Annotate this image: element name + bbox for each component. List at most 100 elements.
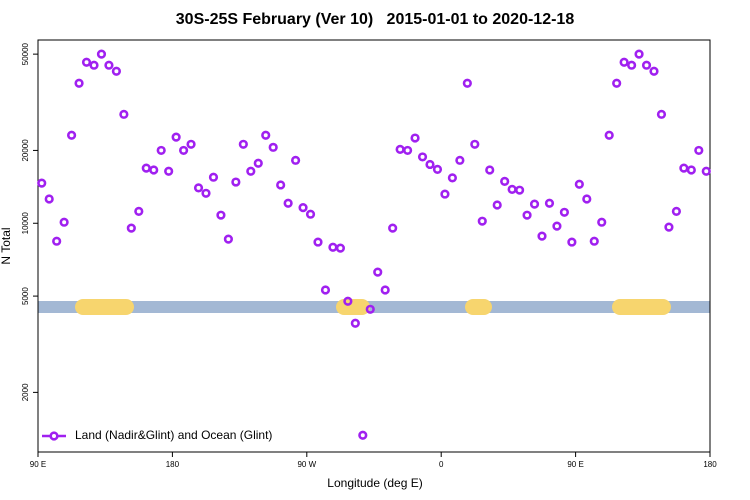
data-point — [313, 237, 323, 247]
data-point — [305, 209, 316, 219]
data-point — [343, 296, 353, 306]
x-axis-label: Longitude (deg E) — [327, 476, 422, 490]
data-point — [701, 166, 711, 176]
data-point — [96, 49, 107, 59]
data-point — [656, 109, 667, 119]
data-point — [529, 199, 540, 209]
data-point — [291, 155, 301, 165]
data-point — [440, 189, 450, 199]
data-point — [604, 130, 614, 140]
data-point — [664, 222, 674, 232]
data-point — [686, 165, 696, 175]
x-tick-label: 180 — [703, 460, 717, 469]
plot-frame — [37, 39, 711, 453]
data-point — [119, 109, 129, 119]
data-point — [500, 176, 510, 186]
data-point — [634, 49, 644, 59]
data-point — [492, 200, 502, 210]
data-point — [298, 203, 308, 213]
land-band — [612, 299, 671, 315]
data-point — [89, 60, 99, 70]
data-point — [626, 60, 637, 70]
x-tick-label: 0 — [439, 460, 444, 469]
y-tick-label: 20000 — [21, 139, 30, 162]
land-band — [75, 299, 134, 315]
data-point — [208, 172, 219, 182]
data-point — [649, 66, 659, 76]
x-tick-label: 90 E — [30, 460, 46, 469]
data-point — [537, 231, 547, 241]
data-point — [552, 221, 562, 231]
data-point — [328, 242, 338, 252]
data-point — [350, 318, 360, 328]
data-point — [410, 133, 420, 143]
data-point — [66, 130, 77, 140]
data-point — [126, 223, 136, 233]
data-point — [388, 223, 398, 233]
data-point — [179, 145, 189, 156]
data-point — [74, 78, 84, 88]
y-tick-label: 50000 — [21, 42, 30, 65]
data-point — [231, 177, 241, 187]
y-axis-label: N Total — [0, 227, 13, 264]
data-point — [59, 217, 69, 227]
data-point — [671, 206, 682, 216]
data-point — [253, 158, 263, 168]
data-point — [141, 163, 151, 173]
data-point — [268, 142, 278, 152]
data-point — [238, 139, 248, 149]
chart-title: 30S-25S February (Ver 10) 2015-01-01 to … — [176, 11, 575, 28]
data-point — [365, 304, 375, 314]
data-point — [149, 165, 159, 175]
data-point — [246, 166, 256, 176]
x-tick-label: 90 E — [567, 460, 583, 469]
data-point — [104, 60, 114, 70]
data-point — [320, 285, 331, 295]
data-point — [403, 145, 413, 156]
data-point — [395, 144, 405, 154]
x-tick-label: 90 W — [297, 460, 316, 469]
data-point — [134, 206, 144, 216]
data-point — [485, 165, 495, 175]
data-point — [52, 236, 62, 246]
data-point — [358, 430, 368, 440]
data-point — [514, 185, 525, 195]
data-point — [276, 180, 286, 190]
y-tick-label: 10000 — [21, 212, 30, 235]
land-band — [336, 299, 370, 315]
data-point — [425, 159, 435, 170]
x-tick-label: 180 — [166, 460, 180, 469]
data-point — [186, 139, 196, 149]
data-point — [694, 145, 704, 156]
y-tick-label: 2000 — [21, 383, 30, 401]
data-point — [544, 198, 555, 208]
data-point — [589, 236, 599, 246]
data-point — [447, 173, 458, 183]
data-point — [641, 60, 652, 70]
data-point — [507, 184, 517, 195]
data-point — [156, 145, 166, 156]
data-point — [559, 207, 570, 217]
data-point — [44, 194, 54, 204]
data-point — [223, 234, 233, 244]
data-point — [619, 57, 629, 67]
data-point — [335, 243, 346, 253]
data-point — [582, 194, 592, 204]
data-point — [283, 198, 293, 208]
legend-label: Land (Nadir&Glint) and Ocean (Glint) — [75, 428, 272, 442]
data-point — [216, 210, 226, 220]
data-point — [522, 210, 532, 220]
land-band — [465, 299, 492, 315]
data-point — [432, 164, 443, 174]
data-point — [201, 188, 211, 198]
data-point — [470, 139, 480, 149]
data-point — [373, 267, 383, 277]
legend-marker — [49, 431, 59, 441]
y-tick-label: 5000 — [21, 287, 30, 305]
data-point — [111, 66, 121, 76]
data-point — [574, 179, 584, 189]
data-point — [597, 217, 607, 227]
data-point — [171, 132, 181, 142]
data-point — [193, 183, 204, 193]
